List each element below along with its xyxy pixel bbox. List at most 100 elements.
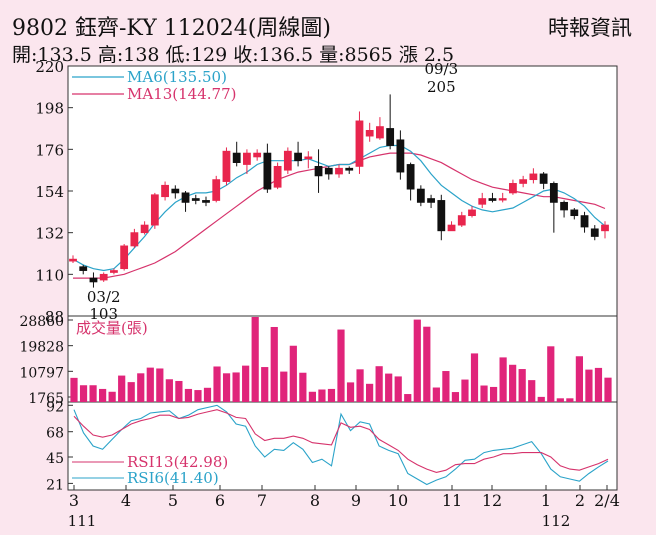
volume-bar [404, 394, 412, 402]
candle-body [99, 273, 108, 281]
volume-bar [318, 389, 326, 402]
volume-tick-label: 19828 [19, 340, 64, 356]
candle [549, 181, 558, 233]
candle-body [304, 156, 313, 160]
rsi13-legend: RSI13(42.98) [127, 453, 228, 471]
ma6-legend: MA6(135.50) [127, 68, 227, 86]
volume-bar [146, 367, 154, 402]
candle-body [273, 165, 282, 188]
candle [498, 192, 507, 203]
x-tick-label: 12 [482, 491, 502, 510]
candle [386, 94, 395, 150]
candle [447, 221, 456, 232]
volume-bar [394, 376, 402, 402]
candle-body [498, 198, 507, 201]
candle [181, 191, 190, 212]
price-tick-label: 176 [35, 141, 64, 159]
rsi6-legend: RSI6(41.40) [127, 469, 219, 487]
high-value-label: 205 [427, 78, 456, 96]
volume-bar [108, 391, 116, 402]
candle-body [601, 224, 609, 232]
candle [283, 147, 292, 174]
candle [273, 162, 282, 190]
chart-header: 9802 鈺齊-KY 112024(周線圖) 開:133.5 高:138 低:1… [0, 0, 656, 66]
candle [79, 264, 88, 275]
volume-bar [518, 369, 526, 402]
source-label: 時報資訊 [548, 16, 632, 40]
candle [601, 221, 609, 239]
candle [560, 200, 568, 218]
candle-body [314, 165, 323, 177]
volume-bar [385, 373, 393, 402]
candle-body [110, 270, 118, 273]
rsi13-line [73, 409, 609, 473]
volume-bar [289, 345, 297, 402]
candle [161, 181, 169, 201]
candle [427, 194, 435, 209]
candle [243, 149, 251, 174]
candle [140, 221, 149, 235]
candle-body [161, 184, 169, 198]
volume-bar [165, 379, 173, 402]
candle-body [89, 277, 98, 283]
low-date-label: 03/2 [87, 288, 121, 306]
x-tick-label: 7 [257, 491, 267, 510]
candle-body [181, 192, 190, 203]
volume-bar [251, 317, 259, 402]
volume-bar [156, 368, 164, 402]
candle [69, 255, 77, 263]
candle [304, 151, 313, 169]
candle-body [406, 164, 415, 190]
candle [468, 206, 476, 218]
volume-bar [509, 364, 517, 402]
candle-body [130, 232, 139, 247]
candle-body [191, 198, 200, 201]
volume-bar [480, 385, 488, 402]
candle [519, 175, 528, 188]
candle-body [324, 167, 333, 175]
candle-body [232, 152, 241, 163]
volume-bar [346, 382, 355, 402]
candle [335, 164, 343, 178]
volume-bar [413, 319, 421, 402]
rsi6-line [73, 404, 609, 486]
candle [130, 228, 139, 248]
volume-bar [337, 329, 345, 402]
candle-body [263, 152, 272, 190]
candle [99, 272, 108, 282]
candle-body [345, 167, 354, 171]
candle-body [253, 152, 262, 158]
stock-title: 9802 鈺齊-KY 112024(周線圖) [12, 16, 331, 41]
x-tick-label: 9 [351, 491, 361, 510]
volume-bar [537, 396, 545, 402]
volume-bar [79, 385, 88, 402]
volume-bar [194, 390, 202, 402]
volume-bar [327, 388, 336, 402]
year-label-111: 111 [68, 512, 97, 530]
volume-bar [118, 375, 126, 402]
volume-bar [137, 373, 145, 402]
candle [590, 225, 599, 241]
candle [202, 196, 210, 207]
high-date-label: 09/3 [424, 60, 458, 78]
candle [509, 179, 517, 195]
candle-body [140, 224, 149, 234]
candle [457, 211, 466, 227]
volume-bar [470, 353, 479, 402]
candle [570, 208, 579, 220]
x-tick-label: 8 [310, 491, 320, 510]
candle [416, 185, 425, 207]
candle [580, 211, 589, 233]
candle [437, 194, 446, 241]
volume-bar [366, 383, 374, 402]
candle [294, 141, 302, 167]
candle-body [355, 120, 364, 167]
candle [171, 185, 180, 199]
candle [396, 130, 405, 180]
candle [120, 244, 129, 271]
candle [263, 143, 272, 193]
candle-body [549, 183, 558, 203]
candle [212, 175, 221, 203]
volume-tick-label: 10797 [19, 365, 64, 381]
candle [488, 192, 497, 203]
